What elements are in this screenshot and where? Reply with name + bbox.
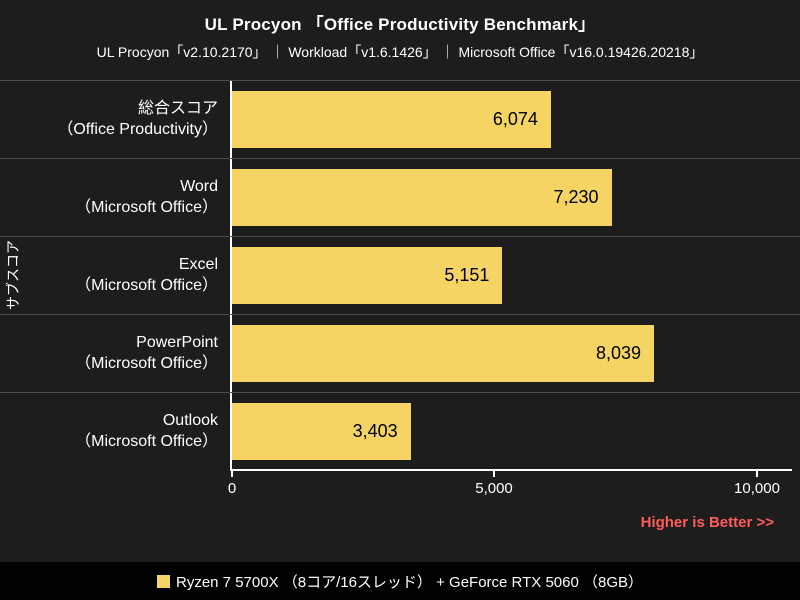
bar: 7,230 xyxy=(232,169,612,226)
bar-value: 5,151 xyxy=(444,265,490,285)
category-label: PowerPoint （Microsoft Office） xyxy=(0,315,230,392)
chart-title: UL Procyon 「Office Productivity Benchmar… xyxy=(204,15,596,34)
chart-row: Excel （Microsoft Office） 5,151 xyxy=(0,236,800,314)
category-line1: 総合スコア xyxy=(137,99,218,117)
chart-row: Word （Microsoft Office） 7,230 xyxy=(0,158,800,236)
category-line2: （Microsoft Office） xyxy=(75,432,218,450)
x-tick xyxy=(231,471,233,477)
bar: 6,074 xyxy=(232,91,551,148)
x-tick-label: 5,000 xyxy=(475,480,513,497)
category-label: 総合スコア （Office Productivity） xyxy=(0,81,230,158)
x-tick-label: 10,000 xyxy=(734,480,780,497)
category-line1: Excel xyxy=(178,255,218,273)
x-tick xyxy=(756,471,758,477)
category-label: Word （Microsoft Office） xyxy=(0,159,230,236)
bar-zone: 5,151 xyxy=(230,237,800,314)
category-label: Excel （Microsoft Office） xyxy=(0,237,230,314)
chart-subtitle: UL Procyon「v2.10.2170」 ｜ Workload「v1.6.1… xyxy=(96,44,704,60)
x-axis-line xyxy=(230,469,792,471)
x-tick xyxy=(493,471,495,477)
legend-swatch-icon xyxy=(157,574,170,588)
category-line1: Word xyxy=(180,177,218,195)
higher-is-better-note: Higher is Better >> xyxy=(640,514,774,531)
legend-label: Ryzen 7 5700X （8コア/16スレッド） + GeForce RTX… xyxy=(176,573,643,591)
chart-row: Outlook （Microsoft Office） 3,403 xyxy=(0,392,800,470)
category-line2: （Microsoft Office） xyxy=(75,198,218,216)
bar-zone: 6,074 xyxy=(230,81,800,158)
bar: 5,151 xyxy=(232,247,503,304)
category-line1: PowerPoint xyxy=(136,333,218,351)
bar-value: 7,230 xyxy=(553,187,599,207)
category-line2: （Microsoft Office） xyxy=(75,354,218,372)
category-line2: （Microsoft Office） xyxy=(75,276,218,294)
bar-value: 6,074 xyxy=(492,109,538,129)
bar-value: 8,039 xyxy=(596,343,642,363)
category-label: Outlook （Microsoft Office） xyxy=(0,393,230,470)
category-line2: （Office Productivity） xyxy=(57,120,218,138)
bar-zone: 3,403 xyxy=(230,393,800,470)
category-line1: Outlook xyxy=(162,411,218,429)
chart-rows: 総合スコア （Office Productivity） 6,074 Word （… xyxy=(0,80,800,470)
bar: 3,403 xyxy=(232,403,411,460)
chart-row: PowerPoint （Microsoft Office） 8,039 xyxy=(0,314,800,392)
bar-zone: 7,230 xyxy=(230,159,800,236)
legend: Ryzen 7 5700X （8コア/16スレッド） + GeForce RTX… xyxy=(0,562,800,600)
bar: 8,039 xyxy=(232,325,655,382)
bar-value: 3,403 xyxy=(352,421,398,441)
chart-plot: サブスコア 総合スコア （Office Productivity） 6,074 … xyxy=(0,80,800,497)
chart-row: 総合スコア （Office Productivity） 6,074 xyxy=(0,80,800,158)
x-tick-label: 0 xyxy=(227,480,237,497)
bar-zone: 8,039 xyxy=(230,315,800,392)
